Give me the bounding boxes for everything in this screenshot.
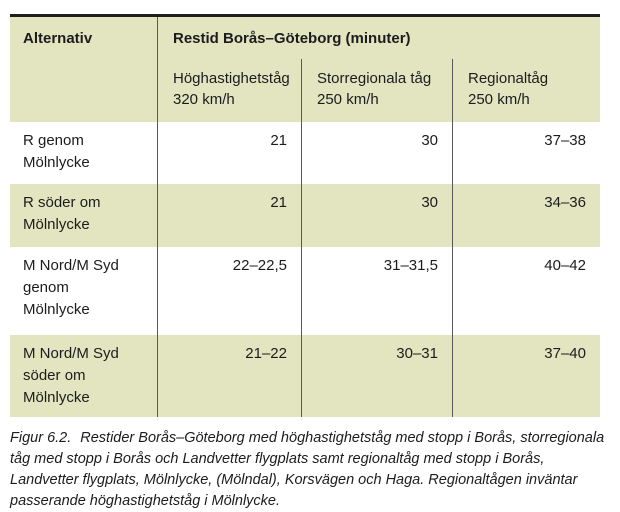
cell-value: 21 bbox=[158, 122, 302, 184]
figure-caption: Figur 6.2. Restider Borås–Göteborg med hö… bbox=[10, 428, 610, 512]
cell-value: 30 bbox=[302, 184, 453, 247]
cell-value: 22–22,5 bbox=[158, 247, 302, 335]
cell-value: 21 bbox=[158, 184, 302, 247]
cell-value: 30–31 bbox=[302, 335, 453, 417]
cell-value: 21–22 bbox=[158, 335, 302, 417]
cell-value: 40–42 bbox=[544, 257, 586, 274]
travel-time-table: Alternativ Restid Borås–Göteborg (minute… bbox=[10, 14, 600, 417]
column-header-regionaltag: Regionaltåg 250 km/h bbox=[453, 59, 600, 122]
row-label: M Nord/M Syd genom Mölnlycke bbox=[10, 247, 158, 335]
column-header-hoghastighetstag: Höghastighetståg 320 km/h bbox=[158, 59, 302, 122]
cell-value: 37–38 bbox=[544, 132, 586, 149]
row-label: M Nord/M Syd söder om Mölnlycke bbox=[10, 335, 158, 417]
table-grid: Alternativ Restid Borås–Göteborg (minute… bbox=[10, 17, 600, 417]
group-header-restid: Restid Borås–Göteborg (minuter) bbox=[158, 17, 600, 59]
figure-caption-text: Restider Borås–Göteborg med höghastighet… bbox=[10, 430, 605, 509]
figure-caption-label: Figur 6.2. bbox=[10, 430, 72, 446]
cell-value: 31–31,5 bbox=[302, 247, 453, 335]
row-label: R söder om Mölnlycke bbox=[10, 184, 158, 247]
column-header-storregionala: Storregionala tåg 250 km/h bbox=[302, 59, 453, 122]
column-header-alternativ: Alternativ bbox=[10, 17, 158, 122]
row-label: R genom Mölnlycke bbox=[10, 122, 158, 184]
cell-value: 34–36 bbox=[453, 184, 600, 247]
cell-value: 30 bbox=[302, 122, 453, 184]
cell-value: 37–40 bbox=[453, 335, 600, 417]
